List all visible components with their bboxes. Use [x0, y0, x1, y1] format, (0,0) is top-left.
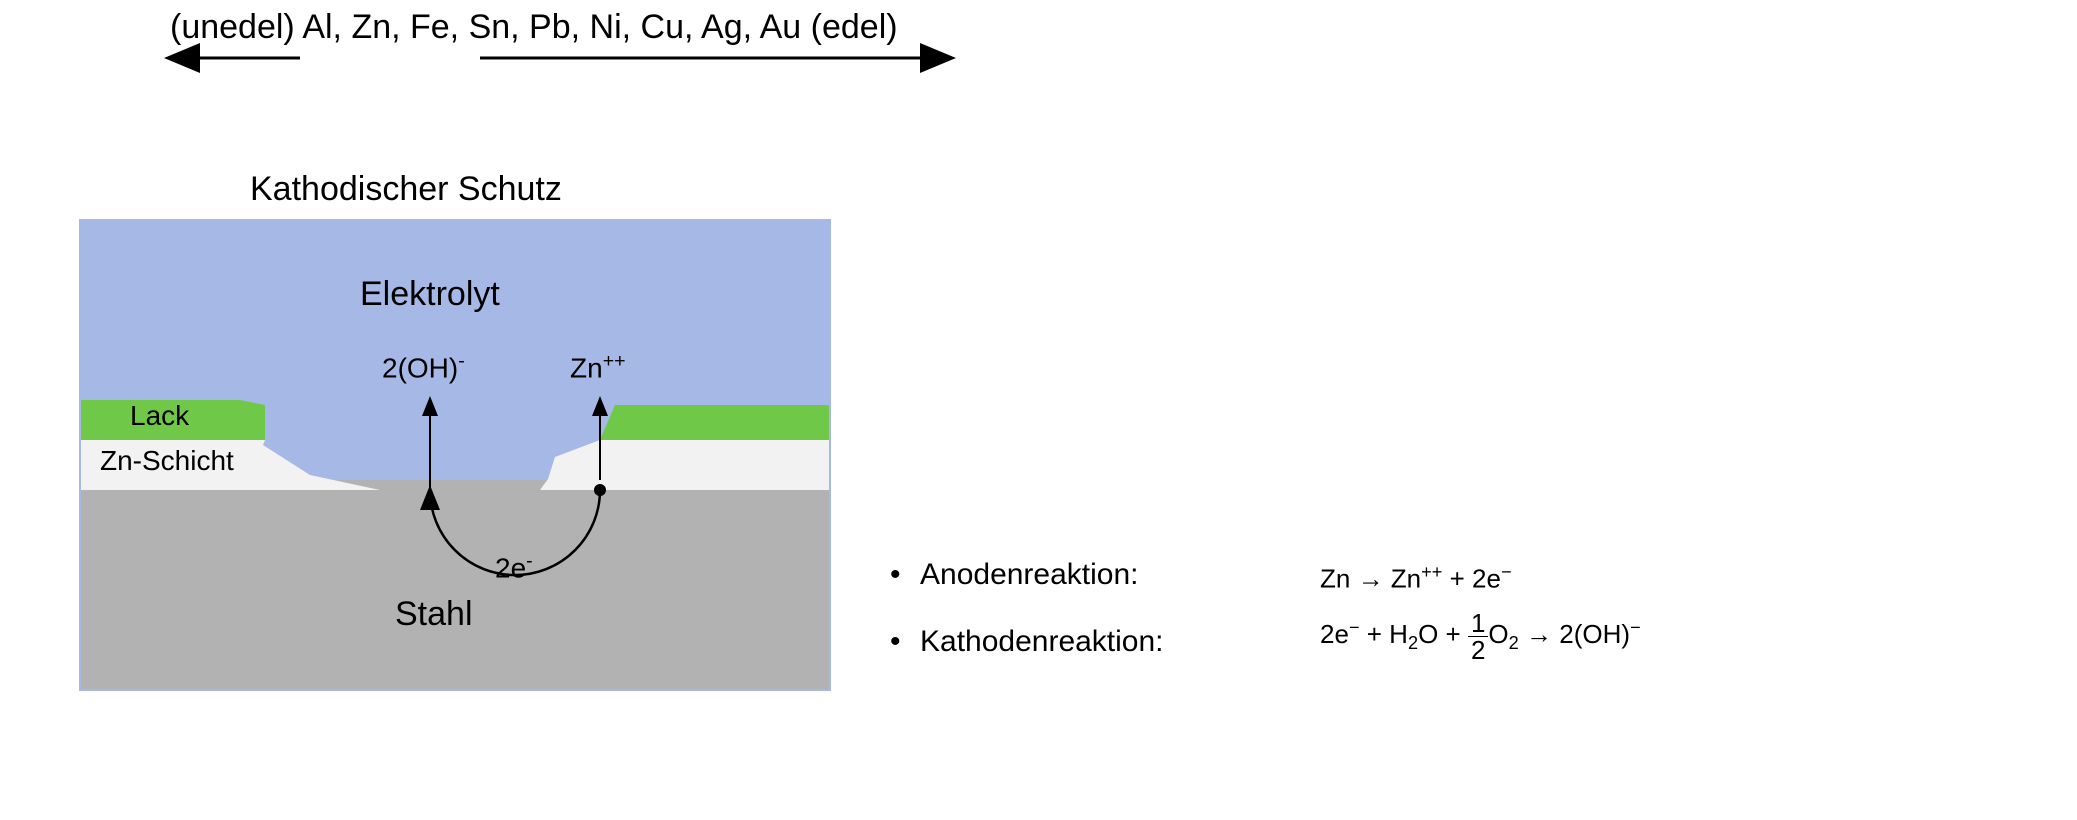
- label-stahl: Stahl: [395, 595, 473, 634]
- equation-cathode: 2e− + H2O + 1 2 O2 → 2(OH)−: [1320, 610, 1641, 663]
- lacquer-layer-right: [600, 405, 830, 440]
- label-kathodenreaktion: Kathodenreaktion:: [920, 625, 1164, 659]
- label-oh: 2(OH)-: [382, 350, 465, 384]
- label-elektrolyt: Elektrolyt: [360, 275, 500, 314]
- bullet-icon: •: [890, 625, 901, 659]
- equation-anode: Zn → Zn++ + 2e−: [1320, 562, 1512, 595]
- label-2e: 2e-: [495, 550, 533, 584]
- zn-layer-right: [540, 440, 830, 490]
- label-zn-schicht: Zn-Schicht: [100, 445, 234, 477]
- electron-source-dot: [594, 484, 606, 496]
- steel-layer: [80, 480, 830, 690]
- label-lack: Lack: [130, 400, 189, 432]
- bullet-icon: •: [890, 558, 901, 592]
- label-anodenreaktion: Anodenreaktion:: [920, 558, 1139, 592]
- label-zn: Zn++: [570, 350, 626, 384]
